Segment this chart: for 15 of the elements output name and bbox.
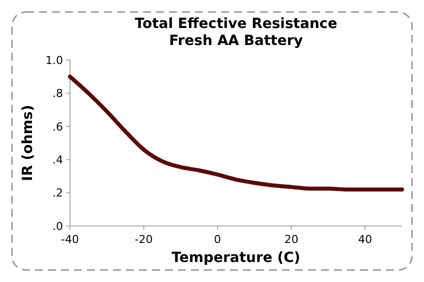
x-tick-label: 20 — [284, 233, 298, 246]
chart-title: Total Effective Resistance Fresh AA Battery — [134, 16, 338, 49]
y-tick-label: .0 — [52, 220, 63, 233]
x-axis-title: Temperature (C) — [172, 250, 300, 266]
y-tick-label: 1.0 — [46, 54, 63, 67]
y-tick-label: .2 — [52, 186, 63, 200]
x-tick-label: 0 — [214, 233, 222, 246]
line-series — [68, 74, 404, 192]
x-tick-label: -40 — [61, 233, 79, 246]
y-tick-label: .4 — [52, 153, 63, 166]
y-tick-label: .8 — [52, 87, 63, 100]
x-tick-label: 40 — [358, 233, 372, 246]
x-tick-label: -20 — [134, 233, 153, 246]
y-axis-title: IR (ohms) — [20, 104, 36, 182]
y-tick-label: .6 — [52, 120, 63, 134]
